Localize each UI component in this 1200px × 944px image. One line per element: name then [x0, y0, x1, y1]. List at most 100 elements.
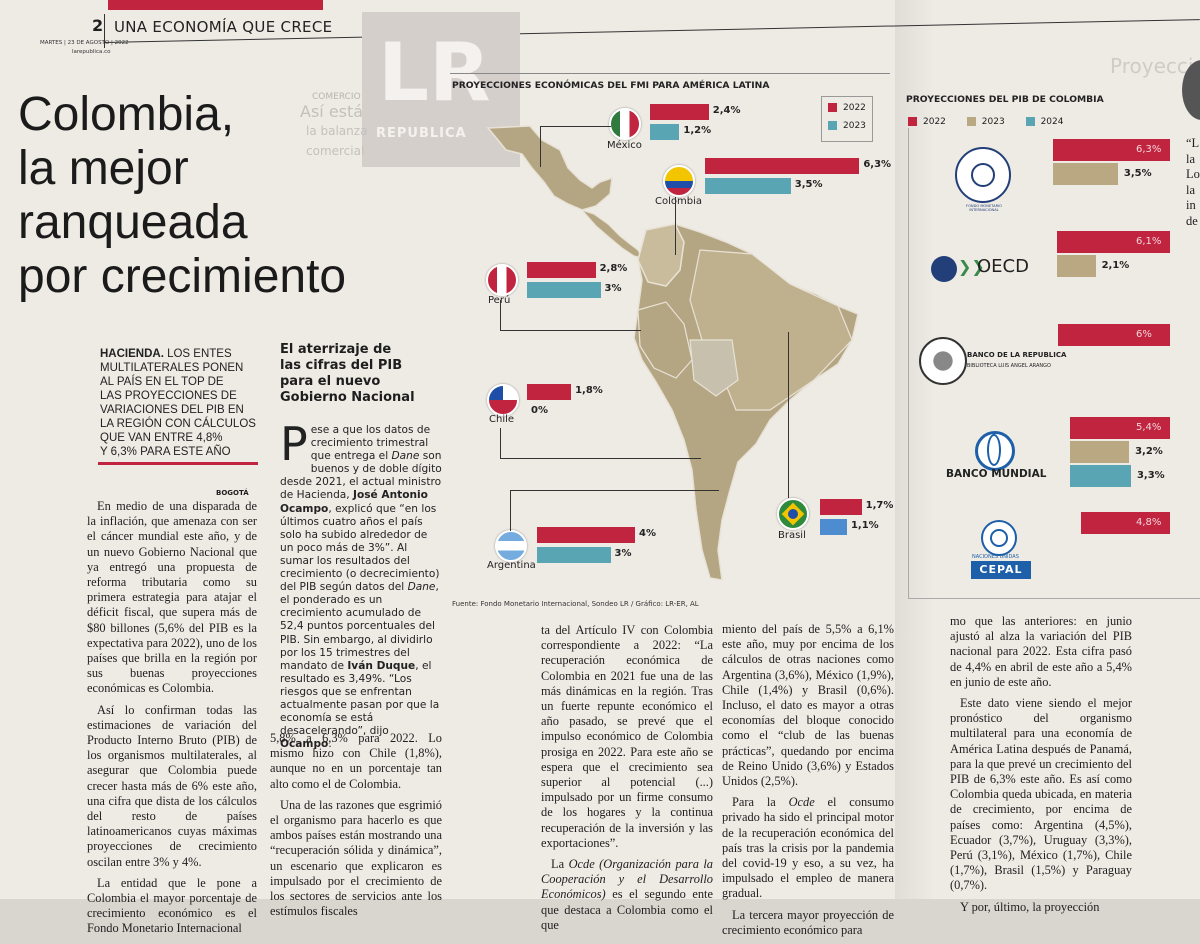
country-label-brasil: Brasil	[778, 530, 806, 541]
col4-paragraph-1: miento del país de 5,5% a 6,1% este año,…	[722, 622, 894, 789]
banrep-label-1: BANCO DE LA REPUBLICA	[967, 351, 1067, 359]
leader-brasil	[788, 332, 790, 498]
site-url: larepublica.co	[72, 49, 111, 55]
country-label-mexico: México	[607, 140, 642, 151]
un-emblem-icon	[981, 520, 1017, 556]
fmi-label-perú-2023: 3%	[604, 283, 622, 294]
colombia-shape	[637, 223, 685, 287]
right-snippet: la	[1186, 182, 1196, 197]
pib-legend-2023: 2023	[966, 117, 1005, 127]
right-snippet: “L	[1186, 136, 1200, 150]
legend-swatch	[1025, 117, 1035, 126]
section-label: UNA ECONOMÍA QUE CRECE	[114, 18, 333, 36]
pib-legend: 2022 2023 2024	[908, 117, 1063, 127]
right-snippet: de	[1186, 213, 1198, 228]
lead-bold: HACIENDA.	[100, 348, 164, 360]
leader-peru	[500, 300, 641, 331]
fmi-legend: 2022 2023	[821, 96, 873, 142]
headline-line-3: ranqueada	[18, 196, 248, 249]
legend-swatch	[966, 117, 976, 126]
column-2-bottom: 5,8% a 6,3% para 2022. Lo mismo hizo con…	[270, 731, 442, 925]
col4-paragraph-3: La tercera mayor proyección de crecimien…	[722, 907, 894, 937]
pib-bar-0-2023	[1052, 163, 1118, 185]
pib-label-3-2024: 3,3%	[1136, 470, 1165, 481]
column-3: ta del Artículo IV con Colombia correspo…	[541, 623, 713, 939]
header-rule-top	[108, 0, 323, 10]
bg-gray-panel	[362, 12, 520, 167]
pib-legend-2024: 2024	[1025, 117, 1063, 127]
fmi-label-chile-2022: 1,8%	[575, 385, 603, 396]
col5-paragraph-2: Este dato viene siendo el mejor pronósti…	[950, 696, 1132, 893]
legend-swatch	[828, 103, 837, 112]
lead-rule	[98, 462, 258, 465]
fmi-label-méxico-2022: 2,4%	[712, 105, 741, 116]
col3-paragraph-1: ta del Artículo IV con Colombia correspo…	[541, 623, 713, 850]
wb-globe-meridian	[987, 434, 1001, 466]
headline: Colombia, la mejor ranqueada por crecimi…	[18, 88, 346, 304]
legend-swatch	[828, 121, 837, 130]
fmi-label-argentina-2023: 3%	[614, 548, 632, 559]
cepal-badge: CEPAL	[971, 561, 1031, 579]
pib-bar-3-2022	[1069, 417, 1170, 439]
subhead-line-3: para el nuevo	[280, 374, 381, 389]
country-label-colombia: Colombia	[655, 196, 702, 207]
fmi-chart-rule	[450, 73, 890, 74]
col5-paragraph-1: mo que las anteriores: en junio ajustó a…	[950, 614, 1132, 689]
fmi-bar-méxico-2023	[650, 124, 680, 140]
right-snippet: in	[1186, 198, 1196, 212]
lead-line-5: VARIACIONES DEL PIB EN	[100, 404, 244, 416]
pib-legend-2022: 2022	[908, 117, 946, 127]
leader-mexico	[540, 126, 611, 167]
fmi-bar-méxico-2022	[650, 104, 709, 120]
page-fold-shade	[895, 0, 935, 899]
subhead-line-2: las cifras del PIB	[280, 358, 403, 373]
subhead-line-1: El aterrizaje de	[280, 342, 392, 357]
fmi-bar-colombia-2022	[705, 158, 860, 174]
fmi-label-colombia-2023: 3,5%	[794, 179, 823, 190]
lead-line-7: QUE VAN ENTRE 4,8%	[100, 432, 223, 444]
col5-paragraph-3: Y por, último, la proyección	[960, 899, 1100, 914]
column-5: mo que las anteriores: en junio ajustó a…	[950, 614, 1132, 921]
legend-swatch	[908, 117, 917, 126]
lead-line-3: AL PAÍS EN EL TOP DE	[100, 376, 224, 388]
pib-label-0-2022: 6,3%	[1136, 144, 1162, 155]
column-1: En medio de una disparada de la inflació…	[87, 499, 257, 943]
brasil-flag-globe	[788, 509, 798, 519]
country-label-peru: Perú	[488, 295, 511, 306]
pib-label-1-2022: 6,1%	[1136, 236, 1162, 247]
right-edge-snippets: “L la Lo la in de	[1186, 136, 1200, 229]
chile-flag-icon	[487, 384, 519, 416]
argentina-flag-icon	[495, 530, 527, 562]
pib-bar-3-2024	[1069, 465, 1131, 487]
right-snippet: Lo	[1186, 167, 1200, 181]
dropcap: P	[280, 417, 308, 471]
imf-seal-text: FONDO MONETARIO INTERNACIONAL	[966, 204, 1002, 212]
pib-label-3-2023: 3,2%	[1135, 446, 1163, 457]
lead-line-1: LOS ENTES	[163, 348, 232, 360]
fmi-bar-chile-2022	[527, 384, 572, 400]
city-label: BOGOTÁ	[216, 489, 249, 497]
fmi-label-argentina-2022: 4%	[639, 528, 656, 539]
bg-logo-sub: REPUBLICA	[376, 126, 467, 141]
col1-paragraph-2: Así lo confirman todas las estimaciones …	[87, 702, 257, 869]
mexico-flag-icon	[609, 108, 641, 140]
fmi-legend-2022: 2022	[828, 103, 866, 113]
lead-line-2: MULTILATERALES PONEN	[100, 362, 244, 374]
un-emblem-inner	[990, 529, 1008, 547]
world-bank-label: BANCO MUNDIAL	[946, 468, 1047, 480]
peru-region	[637, 301, 693, 379]
brasil-flag-icon	[777, 498, 809, 530]
dateline: MARTES | 23 DE AGOSTO | 2022	[40, 40, 129, 46]
bg-text-4: comercial	[306, 144, 365, 158]
imf-seal-globe	[971, 163, 995, 187]
col2-paragraph-2: 5,8% a 6,3% para 2022. Lo mismo hizo con…	[270, 731, 442, 791]
fmi-bar-brasil-2023	[820, 519, 847, 535]
imf-seal-icon: FONDO MONETARIO INTERNACIONAL	[955, 147, 1011, 212]
country-label-chile: Chile	[489, 414, 515, 425]
fmi-bar-colombia-2023	[705, 178, 791, 194]
fmi-label-méxico-2023: 1,2%	[683, 125, 712, 136]
pib-bar-2-2022	[1058, 324, 1170, 346]
fmi-label-brasil-2022: 1,7%	[865, 500, 894, 511]
mexico-shape	[486, 125, 613, 211]
